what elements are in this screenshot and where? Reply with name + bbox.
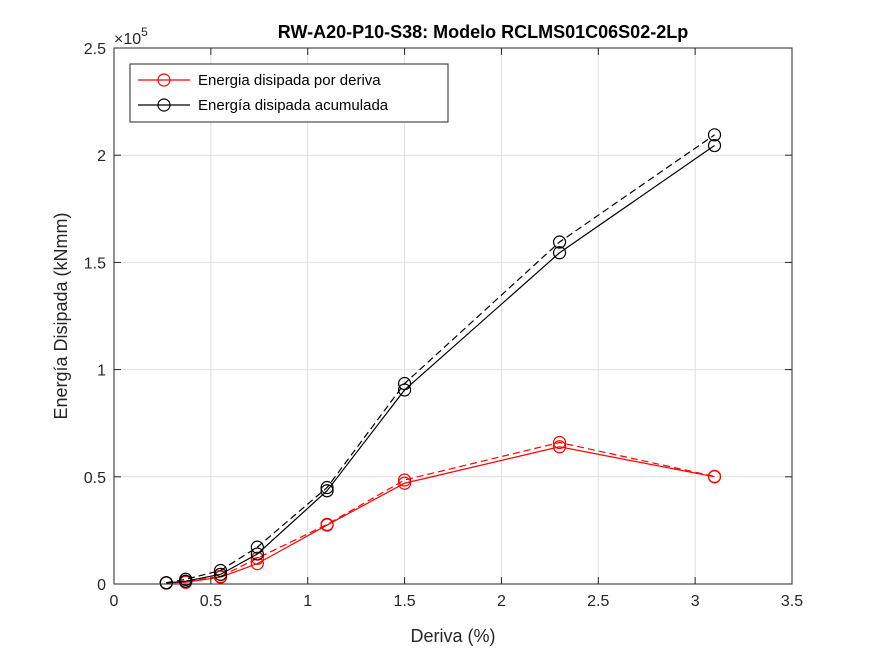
x-tick-label: 3.5 [781, 593, 803, 610]
grid [114, 48, 792, 584]
legend: Energia disipada por deriva Energía disip… [129, 63, 449, 123]
data-point [707, 128, 722, 142]
data-point [250, 551, 264, 565]
y-exponent-power: 5 [141, 25, 148, 39]
x-tick-label: 0 [110, 593, 119, 610]
data-point [320, 517, 334, 531]
y-exponent-label: ×105 [114, 25, 148, 48]
data-point [320, 480, 334, 495]
data-point [552, 440, 567, 454]
data-point [397, 473, 412, 487]
x-tick-label: 2.5 [587, 593, 609, 610]
y-tick-label: 0.5 [84, 470, 106, 487]
legend-box [129, 63, 449, 123]
data-point [159, 576, 173, 590]
y-tick-label: 2.5 [84, 41, 106, 58]
data-point [320, 484, 334, 498]
series-layer [159, 128, 722, 590]
ticks: 0 0.5 1 1.5 2 2.5 3 3.5 0 0.5 1 1.5 2 2.5 [84, 41, 803, 610]
y-exponent-base: ×10 [114, 31, 141, 48]
y-tick-label: 1 [97, 363, 106, 380]
data-point [552, 435, 567, 450]
legend-label: Energía disipada acumulada [198, 97, 389, 114]
chart-title: RW-A20-P10-S38: Modelo RCLMS01C06S02-2Lp [278, 22, 688, 42]
axes-box [113, 47, 793, 585]
data-point [250, 540, 264, 554]
series-3 [159, 128, 722, 590]
data-point [213, 563, 228, 578]
x-tick-label: 1 [303, 593, 312, 610]
data-point [707, 469, 722, 483]
x-tick-label: 1.5 [393, 593, 415, 610]
y-tick-label: 1.5 [84, 255, 106, 272]
x-tick-label: 3 [691, 593, 700, 610]
data-point [552, 235, 567, 249]
legend-marker [157, 73, 171, 87]
y-axis-label: Energía Disipada (kNmm) [51, 212, 71, 419]
data-point [552, 246, 567, 260]
legend-label: Energia disipada por deriva [198, 72, 381, 89]
x-axis-label: Deriva (%) [410, 626, 495, 646]
x-tick-label: 0.5 [200, 593, 222, 610]
data-point [397, 376, 412, 391]
data-point [179, 572, 193, 586]
data-point [213, 567, 228, 581]
x-tick-label: 2 [497, 593, 506, 610]
data-point [250, 547, 264, 561]
y-tick-label: 2 [97, 148, 106, 165]
y-tick-label: 0 [97, 577, 106, 594]
plot-area [114, 48, 792, 584]
data-point [250, 557, 264, 571]
legend-marker [157, 98, 171, 112]
data-point [707, 138, 722, 153]
